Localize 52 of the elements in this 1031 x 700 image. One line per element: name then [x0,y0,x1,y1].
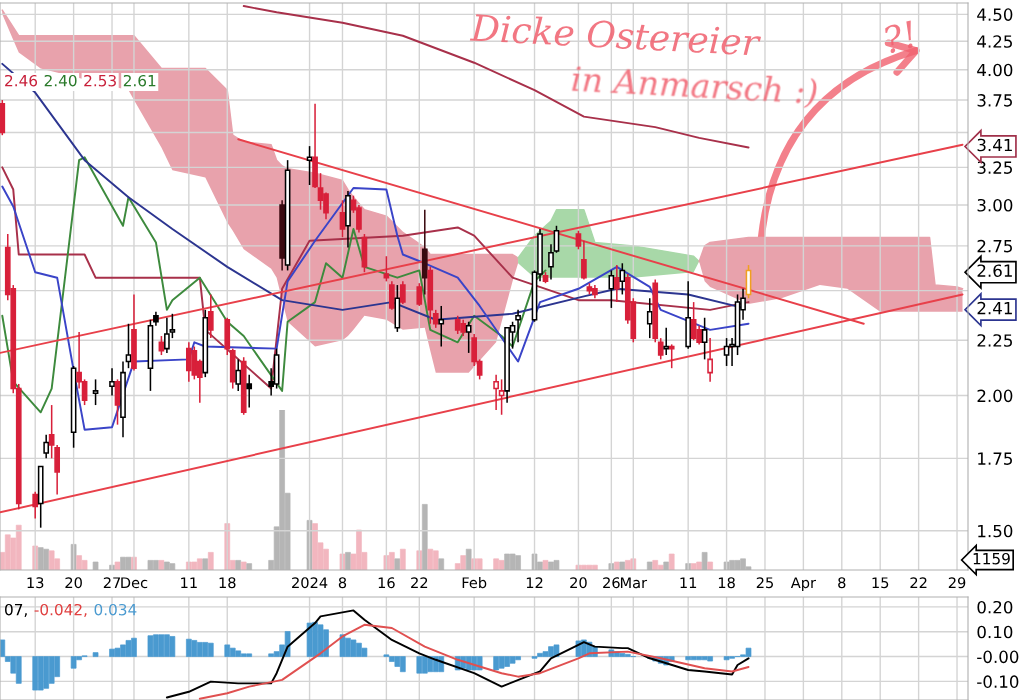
x-tick-label: 27 [103,577,121,589]
y-tick-label: 2.41 [977,301,1012,315]
x-tick-label: Dec [121,577,148,589]
annotation: 2.40 [44,74,77,87]
y-tick-label: 2.00 [977,389,1013,403]
x-tick-label: 29 [948,577,966,589]
y-tick-label: 2.75 [977,239,1012,253]
y-tick-label: 0.20 [977,600,1013,614]
text: 1159 [973,552,1010,565]
annotation: -0.042, [34,603,87,617]
x-tick-label: 16 [378,577,395,589]
y-tick-label: 1.75 [978,452,1012,465]
annotation: 2.46 [5,74,38,87]
y-tick-label: 3.75 [977,94,1012,107]
y-tick-label: -0.10 [977,675,1019,688]
annotation: 2.61 [123,74,156,87]
x-tick-label: 15 [872,577,889,589]
y-tick-label: 2.61 [977,264,1012,277]
x-tick-label: 18 [718,577,735,589]
annotation: 2.53 [84,74,116,87]
y-tick-label: 0.10 [977,625,1013,639]
x-tick-label: 18 [219,577,236,589]
x-tick-label: 22 [910,577,927,589]
x-tick-label: 25 [756,577,773,589]
x-tick-label: 8 [838,577,846,589]
y-tick-label: 3.41 [977,138,1012,152]
y-tick-label: 2.25 [977,334,1012,347]
annotation: in Anmarsch :) [571,65,818,109]
x-tick-label: Feb [462,576,487,589]
y-tick-label: 3.00 [977,198,1013,212]
x-tick-label: 20 [65,577,82,589]
x-tick-label: 12 [526,577,543,589]
x-tick-label: Mar [620,577,648,589]
annotation: 07, [5,603,27,617]
y-tick-label: 4.00 [977,63,1013,77]
y-tick-label: 4.50 [977,8,1013,21]
x-tick-label: Apr [790,577,816,592]
annotation: 0.034 [94,603,137,616]
x-tick-label: 8 [338,577,347,589]
annotation: ?! [883,19,918,54]
y-tick-label: 1.50 [978,524,1013,538]
x-tick-label: 26 [603,577,620,589]
y-tick-label: 3.25 [977,161,1012,174]
y-tick-label: 4.25 [977,35,1012,48]
y-tick-label: -0.00 [977,650,1019,664]
x-tick-label: 20 [570,577,587,589]
x-tick-label: 22 [411,577,428,589]
x-tick-label: 11 [181,577,197,589]
x-tick-label: 13 [27,577,44,589]
x-tick-label: 2024 [292,577,328,589]
x-tick-label: 11 [680,577,697,589]
annotation: Dicke Ostereier [469,12,762,57]
